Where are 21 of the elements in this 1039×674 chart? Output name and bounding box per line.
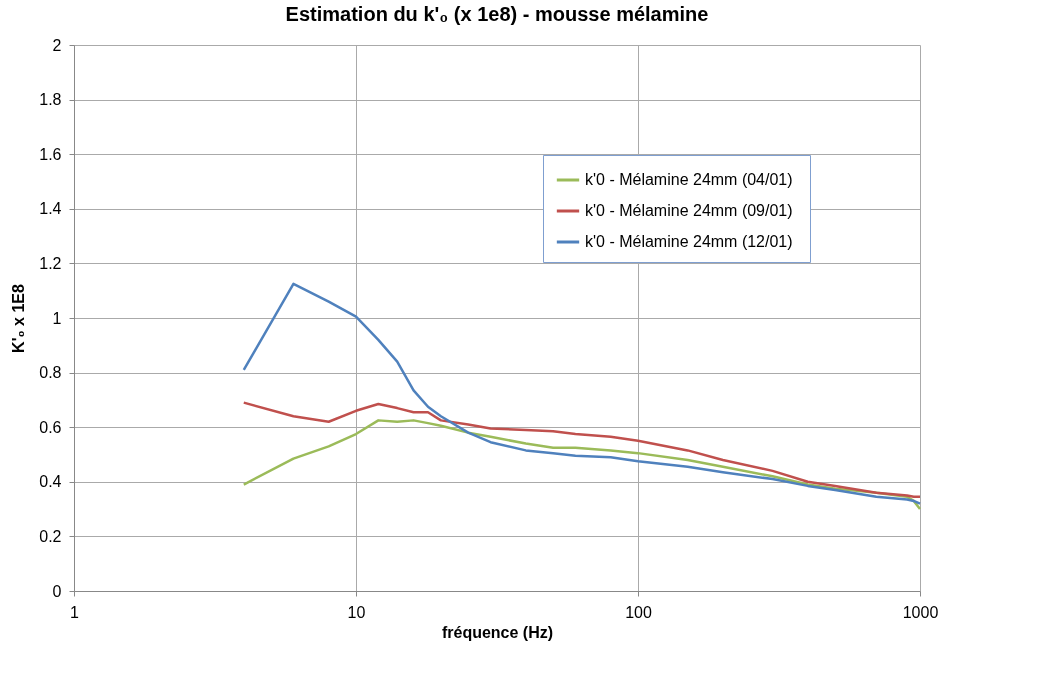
x-tick-label: 10 [347,603,366,621]
x-tick-label: 1000 [902,603,939,621]
y-tick-label: 1.2 [39,254,62,272]
y-tick-label: 1.4 [39,200,62,218]
x-tick-label: 100 [625,603,652,621]
legend-label: k'0 - Mélamine 24mm (04/01) [585,171,793,188]
y-tick-label: 2 [52,36,62,54]
legend-label: k'0 - Mélamine 24mm (09/01) [585,202,793,219]
y-tick-label: 1.6 [39,145,62,163]
y-tick-label: 1.8 [39,91,62,109]
y-tick-label: 0.6 [39,418,62,436]
y-axis-title: K'₀ x 1E8 [10,283,28,353]
y-tick-label: 0.8 [39,364,62,382]
x-axis-title: fréquence (Hz) [441,623,554,641]
y-tick-label: 0.2 [39,527,62,545]
chart-title: Estimation du k'₀ (x 1e8) - mousse mélamine [285,3,709,25]
y-tick-label: 0 [52,582,62,600]
y-tick-label: 0.4 [39,473,62,491]
y-tick-label: 1 [52,309,62,327]
x-tick-label: 1 [70,603,80,621]
legend-label: k'0 - Mélamine 24mm (12/01) [585,233,793,250]
